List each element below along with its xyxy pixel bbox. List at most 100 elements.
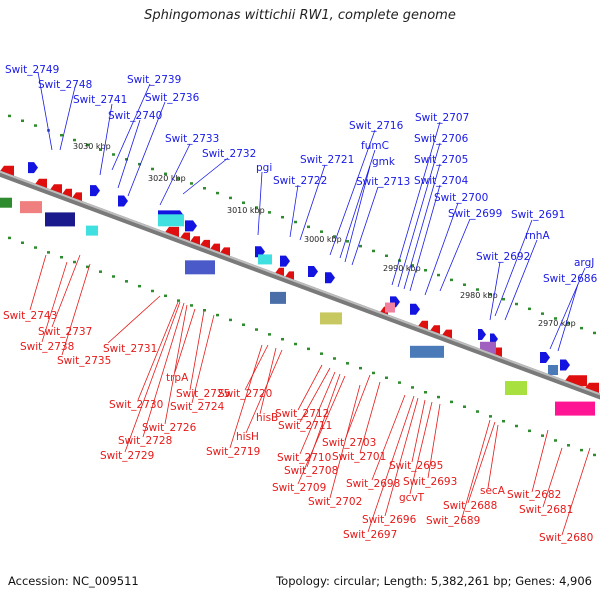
- gene-label-forward[interactable]: Swit_2704: [414, 175, 469, 187]
- ruler-tick: [385, 376, 388, 380]
- reverse-gene-labels: Swit_2743 Swit_2737 Swit_2738 Swit_2735 …: [3, 310, 593, 544]
- forward-gene-arrow[interactable]: [185, 220, 197, 232]
- gene-label-forward[interactable]: Swit_2721: [300, 154, 354, 166]
- forward-gene-arrow[interactable]: [118, 195, 128, 207]
- ruler-tick: [450, 400, 453, 404]
- gene-label-reverse[interactable]: Swit_2688: [443, 500, 497, 512]
- gene-label-reverse[interactable]: Swit_2708: [284, 465, 338, 477]
- gene-label-forward[interactable]: pgi: [256, 162, 272, 174]
- gene-label-reverse[interactable]: gcvT: [399, 492, 425, 504]
- ruler-tick: [476, 288, 479, 291]
- ruler-tick: [216, 191, 219, 195]
- gene-label-reverse[interactable]: Swit_2731: [103, 343, 157, 355]
- kbp-label: 3020 kbp: [148, 174, 186, 183]
- gene-label-forward[interactable]: Swit_2705: [414, 154, 468, 166]
- gene-label-forward[interactable]: Swit_2749: [5, 64, 59, 76]
- gene-label-reverse[interactable]: Swit_2728: [118, 435, 172, 447]
- gene-label-reverse[interactable]: Swit_2701: [332, 451, 386, 463]
- gene-label-reverse[interactable]: Swit_2695: [389, 460, 443, 472]
- gene-label-reverse[interactable]: Swit_2703: [322, 437, 376, 449]
- kbp-label: 2980 kbp: [460, 291, 498, 300]
- ruler-tick: [307, 347, 310, 351]
- gene-label-reverse[interactable]: Swit_2702: [308, 496, 362, 508]
- gene-label-reverse[interactable]: Swit_2735: [57, 355, 111, 367]
- gene-label-reverse[interactable]: Swit_2711: [278, 420, 332, 432]
- gene-label-forward[interactable]: Swit_2740: [108, 110, 162, 122]
- forward-gene-arrow[interactable]: [410, 303, 420, 315]
- gene-label-reverse[interactable]: hisH: [236, 431, 259, 443]
- forward-gene-arrow[interactable]: [308, 265, 318, 277]
- forward-gene-arrow[interactable]: [478, 329, 486, 341]
- gene-label-forward[interactable]: Swit_2732: [202, 148, 256, 160]
- forward-gene-arrow[interactable]: [28, 162, 38, 174]
- forward-gene-arrow[interactable]: [325, 272, 335, 284]
- gene-label-reverse[interactable]: Swit_2719: [206, 446, 260, 458]
- gene-label-reverse[interactable]: Swit_2680: [539, 532, 593, 544]
- gene-label-reverse[interactable]: Swit_2682: [507, 489, 561, 501]
- gene-label-reverse[interactable]: Swit_2725: [176, 388, 230, 400]
- kbp-label: 2970 kbp: [538, 319, 576, 328]
- gene-label-forward[interactable]: Swit_2699: [448, 208, 502, 220]
- ruler-tick: [242, 201, 245, 204]
- gene-label-reverse[interactable]: Swit_2697: [343, 529, 397, 541]
- gene-label-reverse[interactable]: Swit_2726: [142, 422, 197, 434]
- gene-label-forward[interactable]: Swit_2686: [543, 273, 598, 285]
- gene-label-forward[interactable]: Swit_2707: [415, 112, 469, 124]
- gene-label-reverse[interactable]: Swit_2738: [20, 341, 74, 353]
- gene-label-reverse[interactable]: hisB: [256, 412, 278, 424]
- gene-label-forward[interactable]: argJ: [574, 257, 594, 269]
- gene-label-forward[interactable]: rnhA: [525, 230, 550, 242]
- ruler-tick: [580, 326, 583, 330]
- ruler-tick: [177, 177, 180, 180]
- ruler-tick: [333, 235, 336, 238]
- gene-label-reverse[interactable]: Swit_2730: [109, 399, 163, 411]
- gene-label-forward[interactable]: Swit_2706: [414, 133, 469, 145]
- ruler-tick: [281, 337, 284, 341]
- ruler-tick: [580, 448, 583, 452]
- gene-label-reverse[interactable]: Swit_2737: [38, 326, 92, 338]
- gene-label-forward[interactable]: Swit_2691: [511, 209, 565, 221]
- gene-label-reverse[interactable]: Swit_2712: [275, 408, 329, 420]
- gene-label-reverse[interactable]: secA: [480, 485, 506, 497]
- forward-gene-arrow[interactable]: [490, 333, 498, 345]
- gene-label-reverse[interactable]: Swit_2710: [277, 452, 331, 464]
- gene-label-reverse[interactable]: Swit_2689: [426, 515, 480, 527]
- gene-label-forward[interactable]: Swit_2741: [73, 94, 127, 106]
- gene-label-reverse[interactable]: Swit_2698: [346, 478, 400, 490]
- kbp-label: 3030 kbp: [73, 142, 111, 151]
- gene-label-reverse[interactable]: Swit_2729: [100, 450, 154, 462]
- forward-gene-arrow[interactable]: [560, 359, 570, 371]
- ruler-tick: [346, 240, 349, 243]
- gene-label-forward[interactable]: Swit_2739: [127, 74, 181, 86]
- genome-summary-text: Topology: circular; Length: 5,382,261 bp…: [276, 574, 592, 588]
- gene-label-forward[interactable]: Swit_2716: [349, 120, 404, 132]
- gene-label-forward[interactable]: Swit_2713: [356, 176, 410, 188]
- gene-label-reverse[interactable]: Swit_2743: [3, 310, 57, 322]
- ruler-tick: [242, 323, 245, 326]
- gene-label-forward[interactable]: gmk: [372, 156, 396, 168]
- ruler-tick: [203, 187, 206, 190]
- gene-label-reverse[interactable]: Swit_2681: [519, 504, 573, 516]
- gene-label-forward[interactable]: Swit_2692: [476, 251, 530, 263]
- ruler-tick: [73, 260, 76, 264]
- ruler-tick: [34, 124, 37, 127]
- gene-label-forward[interactable]: Swit_2736: [145, 92, 200, 104]
- gene-label-forward[interactable]: Swit_2722: [273, 175, 327, 187]
- gene-label-forward[interactable]: Swit_2733: [165, 133, 219, 145]
- gene-label-forward[interactable]: Swit_2748: [38, 79, 92, 91]
- feature-tracks: [0, 162, 599, 416]
- gene-label-reverse[interactable]: Swit_2724: [170, 401, 225, 413]
- gene-label-forward[interactable]: Swit_2700: [434, 192, 488, 204]
- gene-label-reverse[interactable]: Swit_2693: [403, 476, 457, 488]
- gene-label-reverse[interactable]: trpA: [166, 372, 189, 384]
- gene-label-reverse[interactable]: Swit_2696: [362, 514, 417, 526]
- gene-label-forward[interactable]: fumC: [361, 140, 389, 152]
- ruler-tick: [99, 270, 102, 273]
- gene-label-reverse[interactable]: Swit_2709: [272, 482, 326, 494]
- gene-label-reverse[interactable]: Swit_2720: [218, 388, 272, 400]
- forward-gene-arrow[interactable]: [90, 185, 100, 197]
- ruler-tick: [320, 230, 323, 233]
- forward-gene-arrow[interactable]: [280, 255, 290, 267]
- forward-gene-arrow[interactable]: [540, 352, 550, 364]
